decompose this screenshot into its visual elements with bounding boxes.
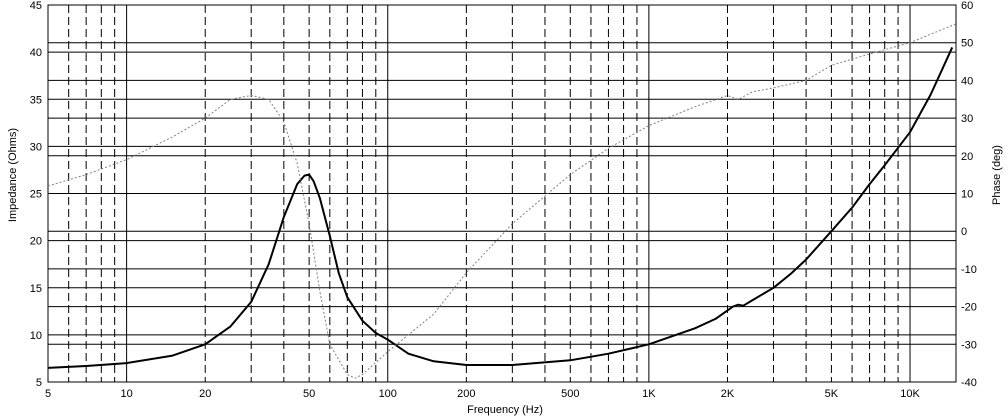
x-tick-label: 10	[120, 388, 132, 400]
y2-tick-label: 20	[961, 151, 973, 163]
y2-tick-label: 30	[961, 113, 973, 125]
y2-axis-label: Phase (deg)	[991, 145, 1003, 205]
y-tick-label: 20	[30, 236, 42, 248]
y-tick-label: 35	[30, 94, 42, 106]
impedance-curve	[47, 46, 954, 369]
series-group	[47, 23, 957, 379]
x-tick-label: 100	[379, 388, 397, 400]
x-axis-label: Frequency (Hz)	[467, 404, 543, 416]
x-tick-label: 5K	[825, 388, 839, 400]
phase-curve	[47, 23, 957, 379]
x-tick-label: 5	[45, 388, 51, 400]
y-tick-label: 10	[30, 330, 42, 342]
y-tick-label: 30	[30, 141, 42, 153]
y2-tick-label: -20	[961, 302, 977, 314]
y2-tick-labels: -40 -30 -20 -10 0 10 20 30 40 50 60	[961, 0, 977, 389]
y2-tick-label: -40	[961, 377, 977, 389]
y-axis-label: Impedance (Ohms)	[7, 128, 19, 222]
y-tick-label: 15	[30, 283, 42, 295]
x-tick-label: 200	[457, 388, 475, 400]
y-tick-labels: 5 10 15 20 25 30 35 40 45	[30, 0, 42, 389]
x-tick-label: 500	[561, 388, 579, 400]
grid	[47, 4, 956, 383]
y2-tick-label: 40	[961, 75, 973, 87]
x-tick-label: 2K	[721, 388, 735, 400]
x-tick-labels: 5 10 20 50 100 200 500 1K 2K 5K 10K	[45, 388, 921, 400]
y2-tick-label: 60	[961, 0, 973, 12]
y-tick-label: 40	[30, 47, 42, 59]
x-tick-label: 10K	[900, 388, 920, 400]
y2-tick-label: -30	[961, 339, 977, 351]
y-tick-label: 25	[30, 189, 42, 201]
x-tick-label: 1K	[642, 388, 656, 400]
y2-tick-label: 10	[961, 189, 973, 201]
y2-tick-label: 0	[961, 226, 967, 238]
y-tick-label: 45	[30, 0, 42, 12]
x-tick-label: 50	[303, 388, 315, 400]
y2-tick-label: -10	[961, 264, 977, 276]
y2-tick-label: 50	[961, 38, 973, 50]
y-tick-label: 5	[36, 377, 42, 389]
x-tick-label: 20	[199, 388, 211, 400]
